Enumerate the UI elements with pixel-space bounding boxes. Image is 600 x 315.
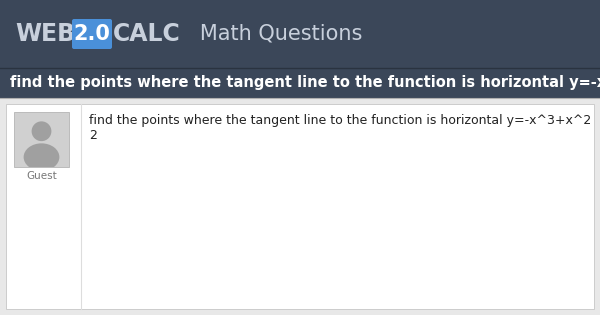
- Ellipse shape: [23, 143, 59, 171]
- Text: find the points where the tangent line to the function is horizontal y=-x^3+x^2: find the points where the tangent line t…: [89, 114, 591, 127]
- Text: Guest: Guest: [26, 171, 57, 181]
- FancyBboxPatch shape: [72, 19, 112, 49]
- Text: find the points where the tangent line to the function is horizontal y=-x^3: find the points where the tangent line t…: [10, 76, 600, 90]
- Text: 2: 2: [89, 129, 97, 142]
- Bar: [6, 104, 594, 309]
- Bar: [14, 112, 69, 167]
- Bar: [0, 98, 600, 315]
- Text: Math Questions: Math Questions: [180, 24, 362, 44]
- Circle shape: [32, 121, 52, 141]
- Text: CALC: CALC: [113, 22, 181, 46]
- Bar: [0, 68, 600, 98]
- Text: WEB: WEB: [15, 22, 75, 46]
- Bar: [0, 0, 600, 68]
- Text: 2.0: 2.0: [74, 24, 110, 44]
